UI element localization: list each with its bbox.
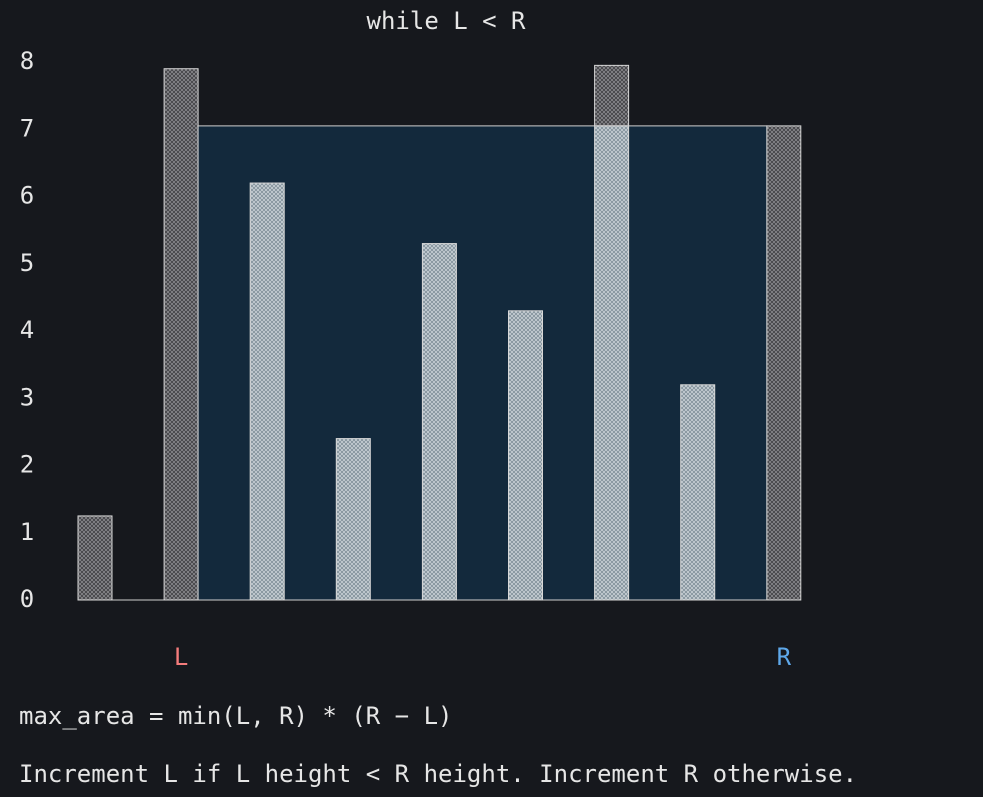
pointer-label: L: [174, 643, 188, 671]
y-tick-label: 6: [20, 182, 34, 210]
y-tick-label: 3: [20, 383, 34, 411]
chart-title: while L < R: [367, 7, 526, 35]
formula: max_area = min(L, R) * (R − L): [19, 702, 452, 730]
y-tick-label: 5: [20, 249, 34, 277]
bar: [163, 68, 199, 601]
bar: [766, 125, 802, 601]
y-tick-label: 0: [20, 585, 34, 613]
y-tick-label: 7: [20, 114, 34, 142]
submerged-bar: [249, 182, 285, 601]
y-tick-label: 4: [20, 316, 34, 344]
submerged-bar: [335, 438, 371, 601]
explanation: Increment L if L height < R height. Incr…: [19, 760, 857, 788]
submerged-bar: [421, 243, 457, 601]
bar: [77, 515, 113, 601]
y-tick-label: 2: [20, 451, 34, 479]
water: [197, 125, 768, 601]
submerged-bar: [594, 125, 630, 601]
submerged-bar: [508, 310, 543, 601]
submerged-bar: [680, 384, 716, 601]
y-tick-label: 8: [20, 47, 34, 75]
y-tick-label: 1: [20, 518, 34, 546]
pointer-label: R: [777, 643, 792, 671]
